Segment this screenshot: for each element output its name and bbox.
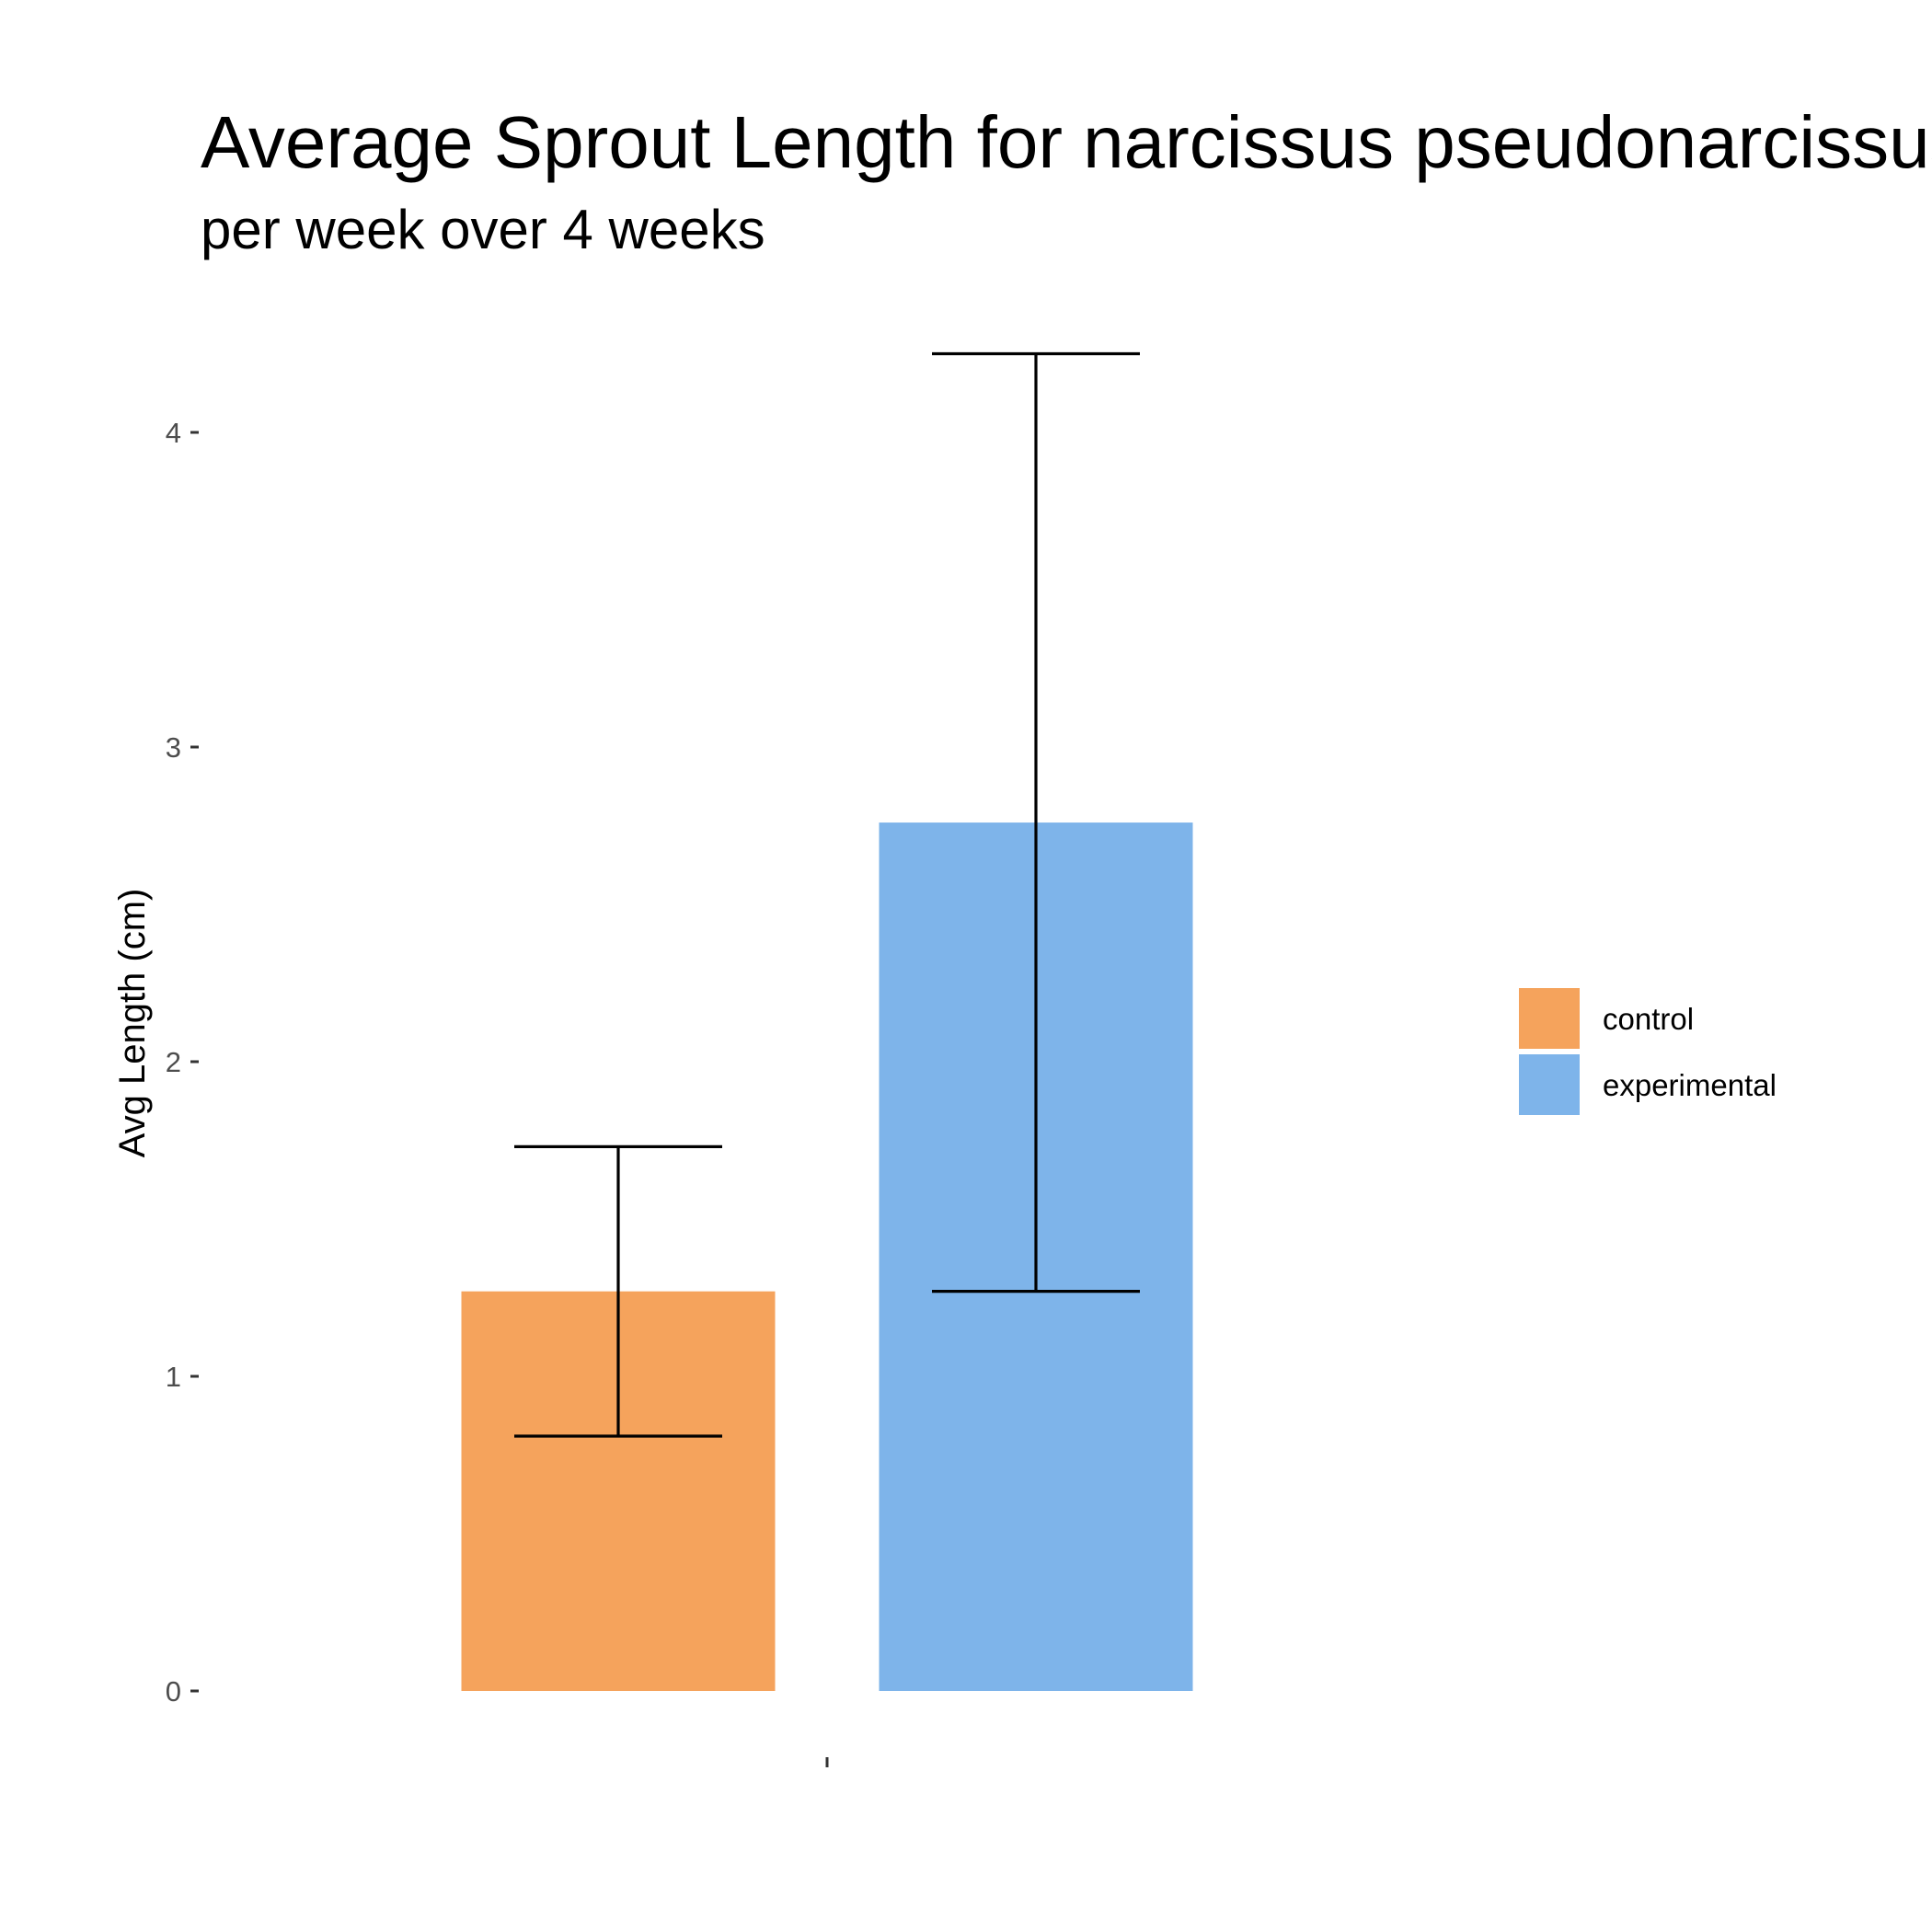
chart-subtitle: per week over 4 weeks <box>201 199 765 260</box>
legend-key-control <box>1519 988 1580 1049</box>
legend-label-experimental: experimental <box>1603 1068 1777 1102</box>
y-axis: 0 1 2 3 4 <box>166 417 199 1708</box>
bars-layer <box>461 822 1193 1691</box>
legend-label-control: control <box>1603 1002 1694 1036</box>
error-bar-experimental <box>932 351 1140 1294</box>
legend-key-experimental <box>1519 1054 1580 1115</box>
legend: control experimental <box>1519 988 1777 1115</box>
y-tick-label: 0 <box>166 1675 181 1708</box>
y-tick-label: 4 <box>166 417 181 449</box>
y-tick-label: 1 <box>166 1361 181 1393</box>
error-bars-layer <box>514 351 1140 1438</box>
y-tick-label: 2 <box>166 1046 181 1078</box>
error-bar-control <box>514 1144 722 1438</box>
chart-title: Average Sprout Length for narcissus pseu… <box>201 101 1932 183</box>
y-axis-title: Avg Length (cm) <box>112 889 153 1158</box>
y-tick-label: 3 <box>166 731 181 764</box>
